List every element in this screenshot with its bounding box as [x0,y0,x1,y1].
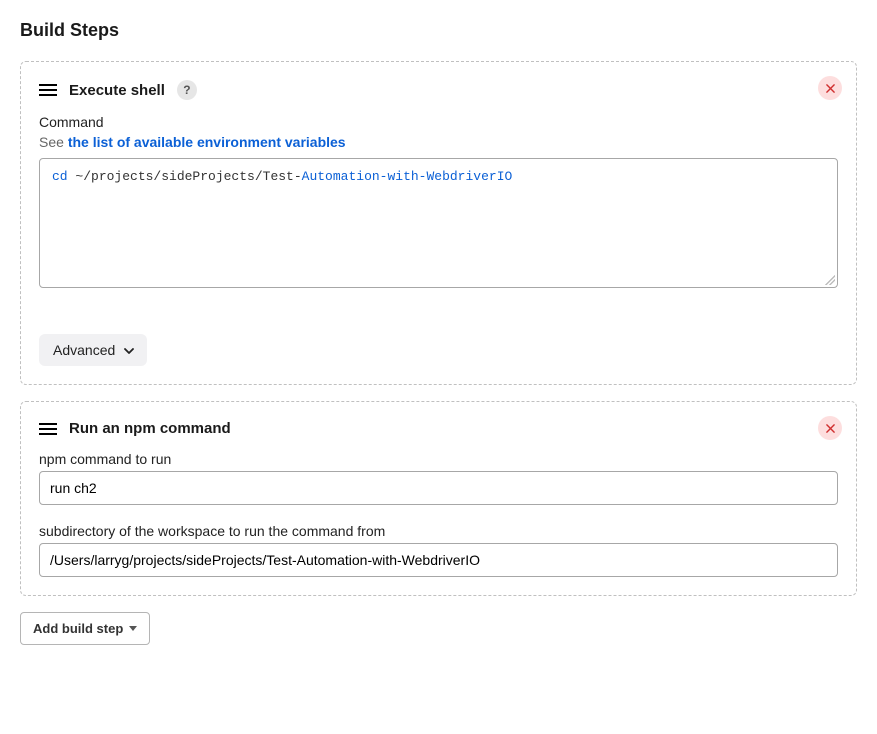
drag-handle-icon[interactable] [39,423,57,435]
command-textarea[interactable]: cd ~/projects/sideProjects/Test-Automati… [39,158,838,288]
build-steps-heading: Build Steps [20,20,857,41]
advanced-toggle-button[interactable]: Advanced [39,334,147,366]
step-title: Execute shell [69,82,165,99]
resize-handle-icon[interactable] [825,275,835,285]
command-path-highlighted: Automation-with-WebdriverIO [302,169,513,184]
env-vars-link[interactable]: the list of available environment variab… [68,134,346,150]
command-keyword: cd [52,169,68,184]
chevron-down-icon [123,345,133,355]
advanced-label: Advanced [53,342,115,358]
subdirectory-input[interactable] [39,543,838,577]
delete-step-button[interactable] [818,416,842,440]
hint-prefix: See [39,134,68,150]
add-build-step-label: Add build step [33,621,123,636]
delete-step-button[interactable] [818,76,842,100]
step-header: Run an npm command [39,420,838,437]
help-icon[interactable]: ? [177,80,197,100]
drag-handle-icon[interactable] [39,84,57,96]
command-path-plain: ~/projects/sideProjects/Test- [68,169,302,184]
command-label: Command [39,114,838,130]
add-build-step-button[interactable]: Add build step [20,612,150,645]
build-step-execute-shell: Execute shell ? Command See the list of … [20,61,857,385]
caret-down-icon [129,626,137,631]
command-hint: See the list of available environment va… [39,134,838,150]
npm-command-input[interactable] [39,471,838,505]
build-step-npm-command: Run an npm command npm command to run su… [20,401,857,596]
close-icon [826,424,835,433]
close-icon [826,84,835,93]
npm-command-label: npm command to run [39,451,838,467]
step-header: Execute shell ? [39,80,838,100]
subdirectory-label: subdirectory of the workspace to run the… [39,523,838,539]
step-title: Run an npm command [69,420,231,437]
